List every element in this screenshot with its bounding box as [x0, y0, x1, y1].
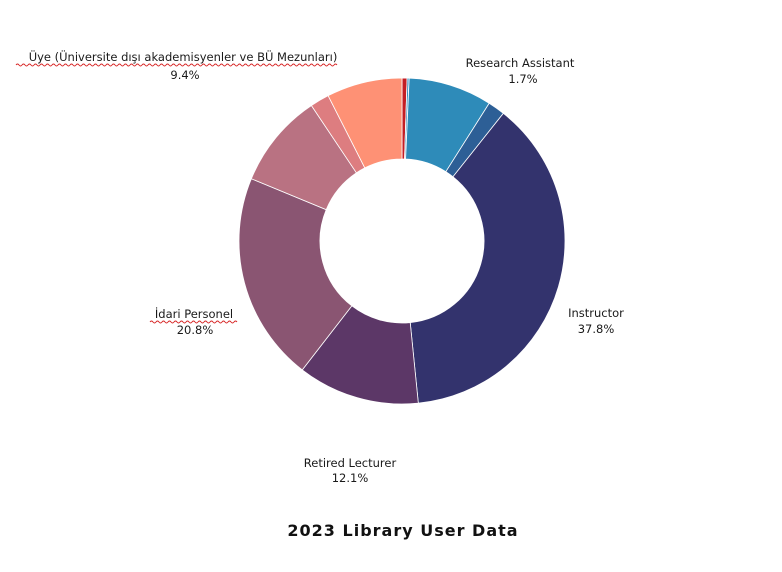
data-label-uye-pct: 9.4% [170, 68, 199, 82]
data-label-instructor-name: Instructor [568, 306, 624, 320]
data-label-research-assistant-pct: 1.7% [508, 72, 537, 86]
data-label-research-assistant-name: Research Assistant [466, 56, 575, 70]
slice-ye-niversite-d-akademisyenler-ve-b-mezunlar [327, 77, 403, 169]
chart-title: 2023 Library User Data [287, 521, 518, 540]
spellcheck-underline-uye [15, 63, 338, 67]
data-label-idari-personel-pct: 20.8% [177, 323, 214, 337]
data-label-instructor-pct: 37.8% [578, 322, 615, 336]
data-label-retired-lecturer-pct: 12.1% [332, 471, 369, 485]
data-label-uye-name: Üye (Üniversite dışı akademisyenler ve B… [29, 48, 338, 64]
chart-slices [238, 77, 566, 405]
data-label-idari-personel-name: İdari Personel [155, 306, 233, 321]
slice-instructor [409, 112, 566, 404]
spellcheck-underline-idari [149, 320, 238, 324]
slice-i-dari-personel [238, 178, 353, 371]
data-label-retired-lecturer-name: Retired Lecturer [304, 456, 397, 470]
